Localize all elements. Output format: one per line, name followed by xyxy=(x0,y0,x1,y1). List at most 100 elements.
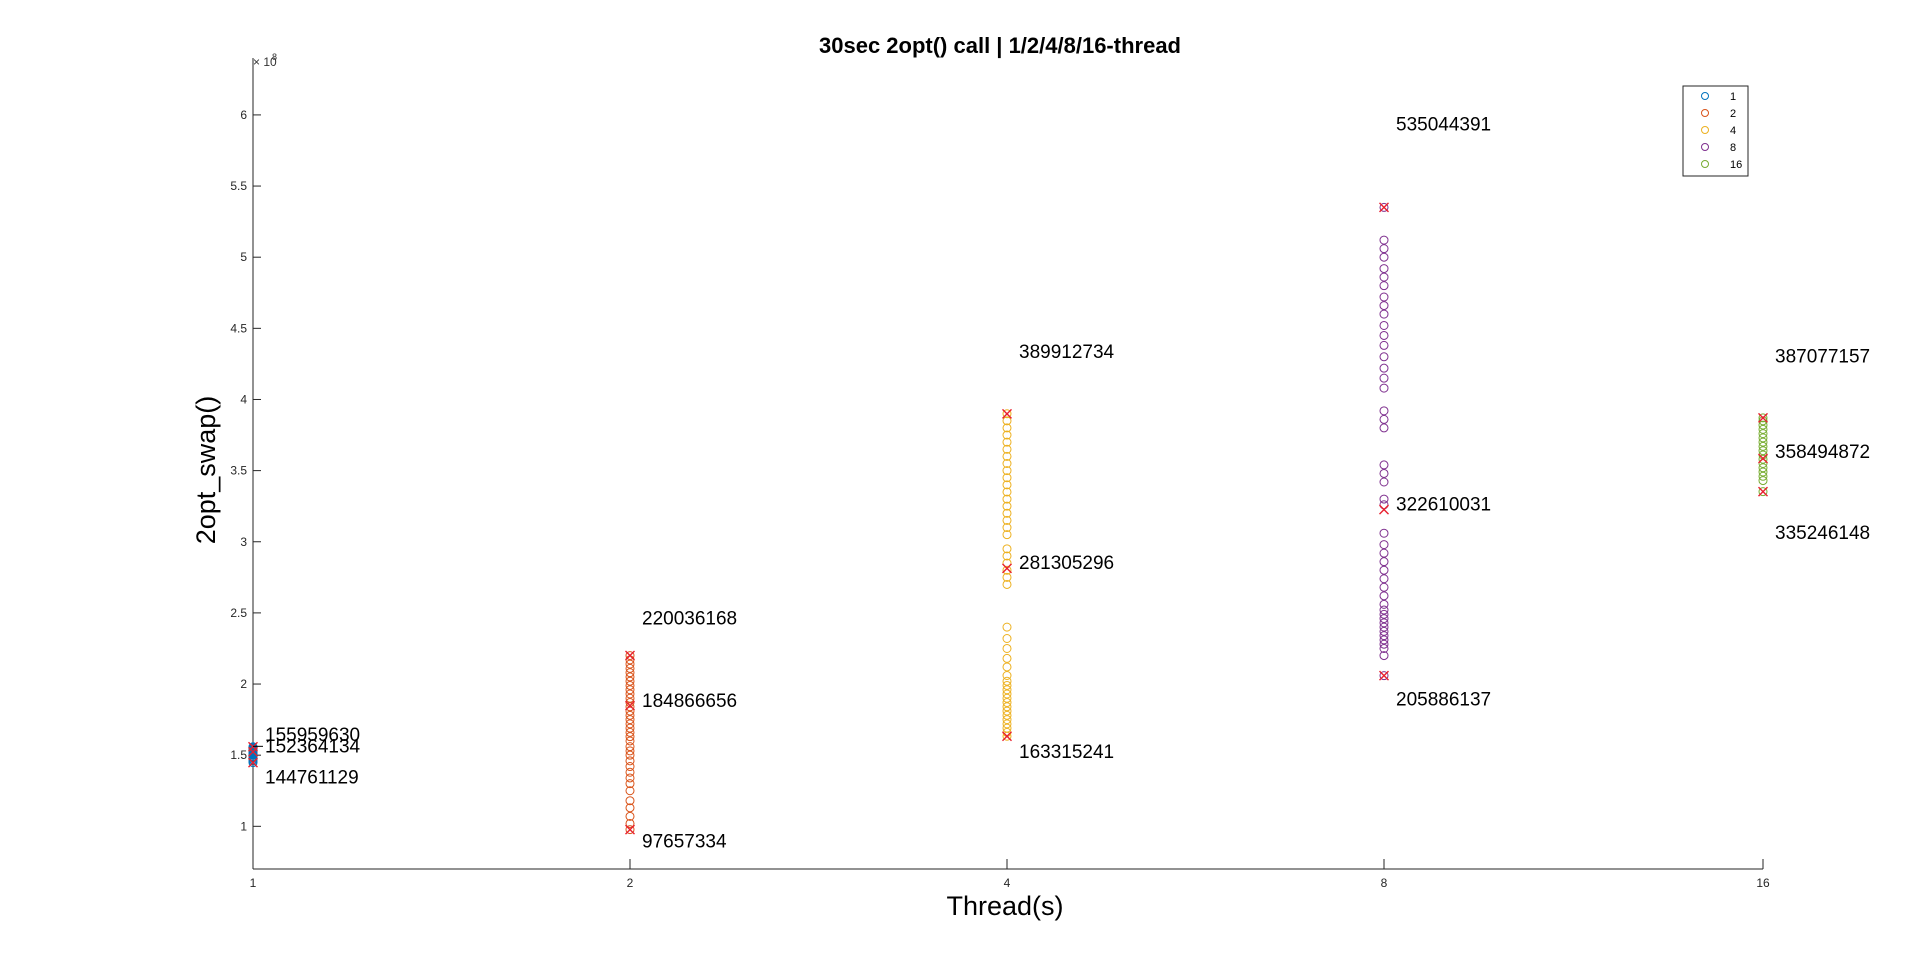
data-point xyxy=(625,663,635,673)
data-point xyxy=(1379,423,1389,433)
data-point xyxy=(1002,579,1012,589)
y-tick-label: 6 xyxy=(240,108,247,122)
x-tick-label: 16 xyxy=(1756,876,1770,890)
data-point xyxy=(625,689,635,699)
data-point xyxy=(1379,565,1389,575)
series-4 xyxy=(1002,409,1012,741)
data-point xyxy=(1379,202,1389,212)
data-point xyxy=(1379,235,1389,245)
y-tick-label: 2.5 xyxy=(230,606,247,620)
data-point xyxy=(1002,715,1012,725)
data-point xyxy=(1758,429,1768,439)
legend-box xyxy=(1682,85,1749,177)
y-axis-label: 2opt_swap() xyxy=(191,396,221,545)
data-point xyxy=(1002,544,1012,554)
y-exponent: × 10 8 xyxy=(253,52,277,69)
legend-marker xyxy=(1701,92,1709,100)
data-point xyxy=(1379,609,1389,619)
annotation-label: 220036168 xyxy=(642,608,737,629)
legend-label: 2 xyxy=(1730,108,1736,120)
annotation-label: 152364134 xyxy=(265,736,361,757)
x-tick-label: 8 xyxy=(1381,876,1388,890)
extrema-marker xyxy=(625,700,635,711)
data-point xyxy=(1002,693,1012,703)
legend: 1 2 4 8 16 xyxy=(1682,85,1749,177)
data-point xyxy=(1002,451,1012,461)
data-point xyxy=(1002,430,1012,440)
data-point xyxy=(1379,281,1389,291)
data-point xyxy=(1002,480,1012,490)
data-point xyxy=(1758,424,1768,434)
data-point xyxy=(1758,487,1768,497)
data-point xyxy=(1379,635,1389,645)
data-point xyxy=(625,702,635,712)
y-tick-label: 1.5 xyxy=(230,748,247,762)
data-point xyxy=(1002,473,1012,483)
data-point xyxy=(1379,244,1389,254)
annotation-label: 535044391 xyxy=(1396,115,1491,136)
data-point xyxy=(1002,723,1012,733)
annotation-label: 389912734 xyxy=(1019,342,1115,363)
y-tick-label: 5.5 xyxy=(230,179,247,193)
data-point xyxy=(1758,471,1768,481)
legend-label: 4 xyxy=(1730,125,1736,137)
data-point xyxy=(625,668,635,678)
x-tick-label: 2 xyxy=(627,876,634,890)
y-exponent-base: × 10 xyxy=(253,55,277,69)
data-point xyxy=(625,786,635,796)
data-point xyxy=(625,719,635,729)
extrema-marker xyxy=(1379,202,1389,213)
data-point xyxy=(625,693,635,703)
data-point xyxy=(1758,441,1768,451)
data-point xyxy=(625,811,635,821)
data-point xyxy=(1379,599,1389,609)
legend-label: 8 xyxy=(1730,142,1736,154)
data-point xyxy=(1002,698,1012,708)
data-point xyxy=(1002,494,1012,504)
data-point xyxy=(1379,614,1389,624)
data-point xyxy=(625,796,635,806)
y-tick-label: 2 xyxy=(240,677,247,691)
data-point xyxy=(1379,540,1389,550)
data-point xyxy=(1002,702,1012,712)
data-point xyxy=(625,706,635,716)
data-point xyxy=(625,715,635,725)
data-point xyxy=(625,676,635,686)
data-point xyxy=(1379,264,1389,274)
data-point xyxy=(1002,551,1012,561)
extrema-marker xyxy=(248,757,258,768)
data-point xyxy=(1379,468,1389,478)
annotation-label: 184866656 xyxy=(642,691,737,712)
data-point xyxy=(1002,444,1012,454)
data-point xyxy=(1758,467,1768,477)
y-exponent-power: 8 xyxy=(272,52,277,62)
data-point xyxy=(625,756,635,766)
data-point xyxy=(1379,626,1389,636)
extrema-marker xyxy=(1379,504,1389,515)
data-point xyxy=(1002,622,1012,632)
y-tick-label: 5 xyxy=(240,250,247,264)
data-point xyxy=(1379,622,1389,632)
data-point xyxy=(1002,706,1012,716)
data-point xyxy=(1758,454,1768,464)
data-point xyxy=(1379,671,1389,681)
data-point xyxy=(1379,414,1389,424)
data-point xyxy=(1002,676,1012,686)
data-point xyxy=(1002,530,1012,540)
extrema-marker xyxy=(625,650,635,661)
data-point xyxy=(1002,710,1012,720)
data-point xyxy=(1002,670,1012,680)
data-point xyxy=(1002,487,1012,497)
data-point xyxy=(1758,463,1768,473)
data-point xyxy=(1379,548,1389,558)
data-point xyxy=(1002,409,1012,419)
data-point xyxy=(1758,433,1768,443)
data-point xyxy=(1379,292,1389,302)
data-point xyxy=(1379,605,1389,615)
extrema-marker xyxy=(1002,563,1012,574)
annotation-label: 97657334 xyxy=(642,832,727,853)
data-point xyxy=(625,762,635,772)
data-point xyxy=(1002,523,1012,533)
data-point xyxy=(1379,373,1389,383)
